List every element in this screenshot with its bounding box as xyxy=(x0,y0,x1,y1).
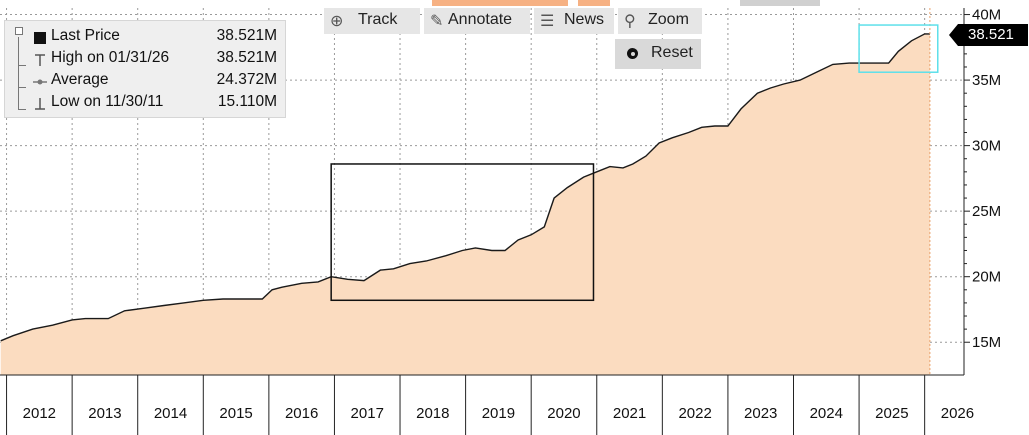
track-button[interactable]: ⊕ Track xyxy=(324,8,420,34)
x-tick-label: 2025 xyxy=(875,405,908,422)
toolbar-accent-strip-small xyxy=(578,0,610,6)
average-marker-icon xyxy=(33,79,47,85)
y-tick-label: 20M xyxy=(972,269,1001,286)
x-tick-label: 2018 xyxy=(416,405,449,422)
news-icon: ☰ xyxy=(540,13,555,30)
zoom-label: Zoom xyxy=(648,11,689,28)
pencil-icon: ✎ xyxy=(430,13,444,30)
x-tick-label: 2026 xyxy=(941,405,974,422)
reset-button[interactable]: Reset xyxy=(615,39,701,69)
crosshair-icon: ⊕ xyxy=(330,13,344,30)
toolbar-accent-strip xyxy=(432,0,568,6)
x-tick-label: 2017 xyxy=(351,405,384,422)
y-tick-label: 15M xyxy=(972,334,1001,351)
x-tick-label: 2014 xyxy=(154,405,187,422)
x-axis: 2012 2013 2014 2015 2016 2017 2018 2019 2020 2021… xyxy=(0,374,974,435)
x-tick-label: 2020 xyxy=(547,405,580,422)
y-tick-label: 25M xyxy=(972,203,1001,220)
x-tick-label: 2023 xyxy=(744,405,777,422)
price-area-series xyxy=(0,8,931,376)
magnifier-icon: ⚲ xyxy=(624,13,636,30)
collapse-icon[interactable] xyxy=(15,27,23,35)
x-tick-label: 2013 xyxy=(88,405,121,422)
news-button[interactable]: ☰ News xyxy=(534,8,614,34)
last-price-badge: 38.521 xyxy=(949,24,1028,46)
y-tick-label: 35M xyxy=(972,72,1001,89)
legend-item-average[interactable]: Average 24.372M xyxy=(5,68,285,90)
legend-item-low[interactable]: Low on 11/30/11 15.110M xyxy=(5,90,285,112)
x-tick-label: 2015 xyxy=(219,405,252,422)
y-axis: 15M 20M 25M 30M 35M 40M xyxy=(963,7,1001,375)
reset-label: Reset xyxy=(651,44,693,61)
x-tick-label: 2024 xyxy=(810,405,843,422)
legend-item-last-price[interactable]: Last Price 38.521M xyxy=(5,24,285,46)
low-marker-icon xyxy=(35,98,45,110)
x-tick-label: 2021 xyxy=(613,405,646,422)
legend-value: 24.372M xyxy=(216,71,277,88)
legend-label: Last Price xyxy=(51,27,120,44)
y-tick-label: 30M xyxy=(972,138,1001,155)
annotate-label: Annotate xyxy=(448,11,513,28)
zoom-button[interactable]: ⚲ Zoom xyxy=(618,8,702,34)
highlight-box xyxy=(858,24,939,73)
x-tick-label: 2019 xyxy=(482,405,515,422)
last-price-badge-value: 38.521 xyxy=(968,26,1014,43)
legend-value: 38.521M xyxy=(216,49,277,66)
y-tick-label: 40M xyxy=(972,7,1001,24)
legend-value: 15.110M xyxy=(217,93,277,110)
toolbar-strip xyxy=(740,0,820,6)
price-line xyxy=(0,33,930,342)
annotate-button[interactable]: ✎ Annotate xyxy=(424,8,530,34)
track-label: Track xyxy=(358,11,398,28)
selection-box xyxy=(330,163,595,302)
x-tick-label: 2012 xyxy=(23,405,56,422)
legend-tree-branch xyxy=(18,87,26,88)
legend-label: Low on 11/30/11 xyxy=(51,93,164,110)
x-tick-label: 2016 xyxy=(285,405,318,422)
high-marker-icon xyxy=(35,54,45,66)
price-area-fill xyxy=(0,33,930,376)
filled-square-icon xyxy=(34,32,46,44)
legend-tree-branch xyxy=(18,109,26,110)
x-tick-label: 2022 xyxy=(678,405,711,422)
legend-label: High on 01/31/26 xyxy=(51,49,170,66)
legend-tree-line xyxy=(18,37,25,109)
chart-legend: Last Price 38.521M High on 01/31/26 38.5… xyxy=(4,20,286,118)
news-label: News xyxy=(564,11,605,28)
legend-item-high[interactable]: High on 01/31/26 38.521M xyxy=(5,46,285,68)
legend-tree-branch xyxy=(18,65,26,66)
legend-label: Average xyxy=(51,71,109,88)
legend-value: 38.521M xyxy=(216,27,277,44)
chart-annotations xyxy=(330,24,939,302)
reset-icon xyxy=(627,48,638,59)
